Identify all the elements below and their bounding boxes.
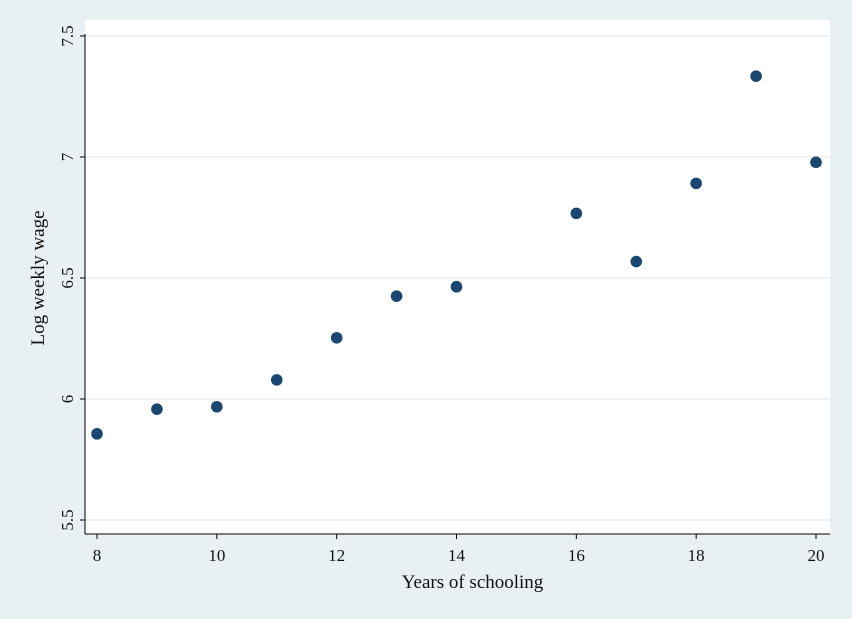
data-point-4 xyxy=(330,331,343,344)
y-tick-label-3: 7 xyxy=(58,152,77,161)
data-point-1 xyxy=(151,403,163,415)
data-point-11 xyxy=(810,156,822,169)
x-tick-label-5: 18 xyxy=(688,546,705,565)
axes xyxy=(84,34,830,535)
ticks: 5.5 6 6.5 7 7.5 8 10 12 14 16 18 20 xyxy=(58,25,825,565)
y-tick-label-0: 5.5 xyxy=(58,509,77,530)
gridlines xyxy=(85,35,830,521)
data-point-0 xyxy=(91,428,103,440)
x-axis-title: Years of schooling xyxy=(402,572,544,593)
plot-area xyxy=(85,20,830,534)
y-tick-label-1: 6 xyxy=(58,395,77,404)
y-axis-title: Log weekly wage xyxy=(28,210,49,345)
data-point-8 xyxy=(630,255,643,268)
data-point-2 xyxy=(211,400,223,413)
data-point-9 xyxy=(690,177,702,190)
y-tick-label-4: 7.5 xyxy=(58,25,77,46)
data-point-3 xyxy=(270,374,283,386)
data-point-7 xyxy=(570,207,583,220)
data-point-10 xyxy=(750,70,762,82)
data-point-6 xyxy=(450,280,463,293)
x-tick-label-2: 12 xyxy=(328,546,345,565)
data-point-5 xyxy=(390,290,403,302)
x-tick-label-4: 16 xyxy=(568,546,585,565)
x-tick-label-3: 14 xyxy=(448,546,466,565)
x-tick-label-6: 20 xyxy=(808,546,825,565)
x-tick-label-1: 10 xyxy=(208,546,225,565)
x-tick-label-0: 8 xyxy=(93,546,102,565)
data-points xyxy=(91,70,822,440)
y-tick-label-2: 6.5 xyxy=(58,267,77,288)
